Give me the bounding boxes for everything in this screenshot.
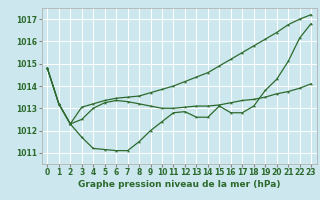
- X-axis label: Graphe pression niveau de la mer (hPa): Graphe pression niveau de la mer (hPa): [78, 180, 280, 189]
